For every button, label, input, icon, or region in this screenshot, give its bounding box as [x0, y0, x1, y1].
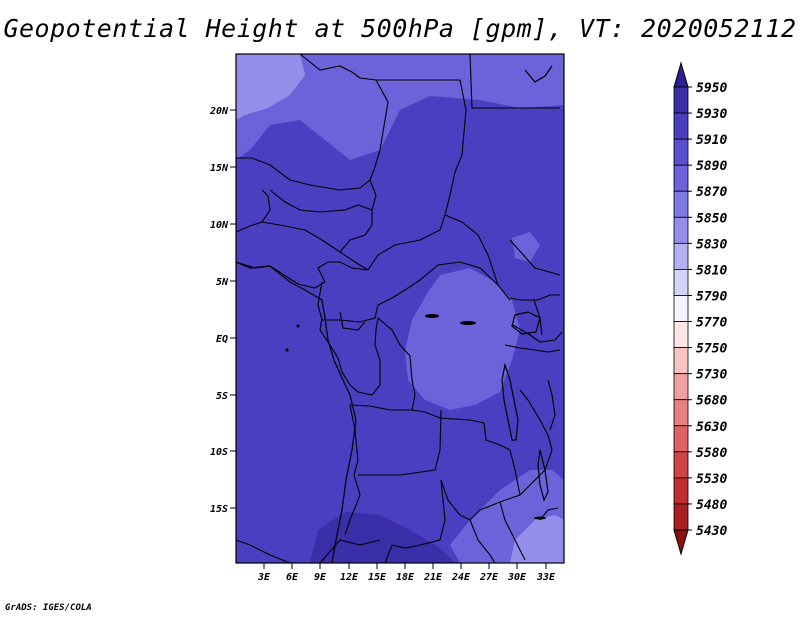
colorbar-bin — [673, 503, 689, 531]
colorbar-bin — [673, 86, 689, 114]
colorbar-bin — [673, 138, 689, 166]
colorbar-label: 5770 — [696, 316, 727, 331]
colorbar-label: 5930 — [696, 107, 727, 122]
lake-victoria — [511, 311, 541, 335]
lon-label-27e: 27E — [479, 572, 499, 583]
colorbar-bin — [673, 190, 689, 218]
colorbar-bin — [673, 477, 689, 505]
colorbar-label: 5850 — [696, 211, 727, 226]
colorbar-bin — [673, 451, 689, 479]
lat-label-eq: EQ — [216, 334, 228, 345]
colorbar-label: 5480 — [696, 498, 727, 513]
colorbar-label: 5810 — [696, 263, 727, 278]
map-title: Geopotential Height at 500hPa [gpm], VT:… — [3, 14, 797, 43]
map-frame — [235, 53, 565, 564]
lon-label-21e: 21E — [423, 572, 443, 583]
colorbar-bin — [673, 295, 689, 322]
colorbar-label: 5750 — [696, 342, 727, 357]
colorbar-label: 5630 — [696, 420, 727, 435]
field-zone-northwest-light — [236, 54, 305, 120]
colorbar-bin — [673, 425, 689, 453]
lon-label-15e: 15E — [368, 572, 387, 583]
field-zone-southwest-dark — [310, 512, 455, 563]
colorbar-bin — [673, 112, 689, 140]
colorbar-label: 5910 — [696, 133, 727, 148]
colorbar-bin — [673, 242, 689, 270]
lon-label-12e: 12E — [340, 572, 359, 583]
field-zone-east — [512, 232, 540, 262]
lon-label-6e: 6E — [286, 572, 299, 583]
colorbar-bin — [673, 399, 689, 427]
lat-label-5n: 5N — [216, 277, 229, 288]
map-panel — [236, 54, 564, 563]
colorbar-label: 5870 — [696, 185, 727, 200]
lat-axis: 20N 15N 10N 5N EQ 5S 10S 15S — [209, 106, 236, 515]
colorbar-cap-bottom — [673, 529, 689, 556]
field-zone-congo — [405, 268, 520, 410]
lat-label-20n: 20N — [209, 106, 229, 117]
colorbar: 5950 5930 5910 5890 5870 5850 5830 5810 5790 5770… — [673, 61, 727, 556]
islands — [285, 314, 546, 520]
lon-label-3e: 3E — [257, 572, 271, 583]
colorbar-label: 5950 — [696, 81, 727, 96]
lat-label-10n: 10N — [210, 220, 229, 231]
colorbar-label: 5790 — [696, 289, 727, 304]
colorbar-bin — [673, 321, 689, 348]
colorbar-bin — [673, 373, 689, 401]
grads-credit: GrADS: IGES/COLA — [5, 603, 92, 613]
lon-axis: 3E 6E 9E 12E 15E 18E 21E 24E 27E 30E 33E — [257, 563, 556, 583]
coastline — [236, 261, 357, 563]
lon-label-24e: 24E — [451, 572, 471, 583]
colorbar-bin — [673, 347, 689, 375]
lake-malawi — [537, 449, 549, 502]
lake-tanganyika — [501, 362, 519, 441]
colorbar-cap-top — [673, 61, 689, 88]
lat-label-15s: 15S — [210, 504, 228, 515]
lat-label-10s: 10S — [210, 447, 228, 458]
lon-label-33e: 33E — [536, 572, 556, 583]
colorbar-label: 5430 — [696, 524, 727, 539]
lon-label-18e: 18E — [396, 572, 415, 583]
field-zone-northeast — [470, 54, 564, 98]
colorbar-label: 5730 — [696, 368, 727, 383]
colorbar-label: 5890 — [696, 159, 727, 174]
colorbar-label: 5530 — [696, 472, 727, 487]
colorbar-bin — [673, 216, 689, 244]
colorbar-label: 5830 — [696, 237, 727, 252]
lat-label-5s: 5S — [216, 391, 228, 402]
field-zone-southeast-light — [510, 515, 564, 563]
lat-label-15n: 15N — [210, 163, 229, 174]
colorbar-bin — [673, 164, 689, 192]
red-sea-coast — [524, 65, 553, 83]
lon-label-30e: 30E — [507, 572, 527, 583]
colorbar-bin — [673, 269, 689, 296]
colorbar-label: 5580 — [696, 446, 727, 461]
colorbar-label: 5680 — [696, 394, 727, 409]
lon-label-9e: 9E — [314, 572, 327, 583]
